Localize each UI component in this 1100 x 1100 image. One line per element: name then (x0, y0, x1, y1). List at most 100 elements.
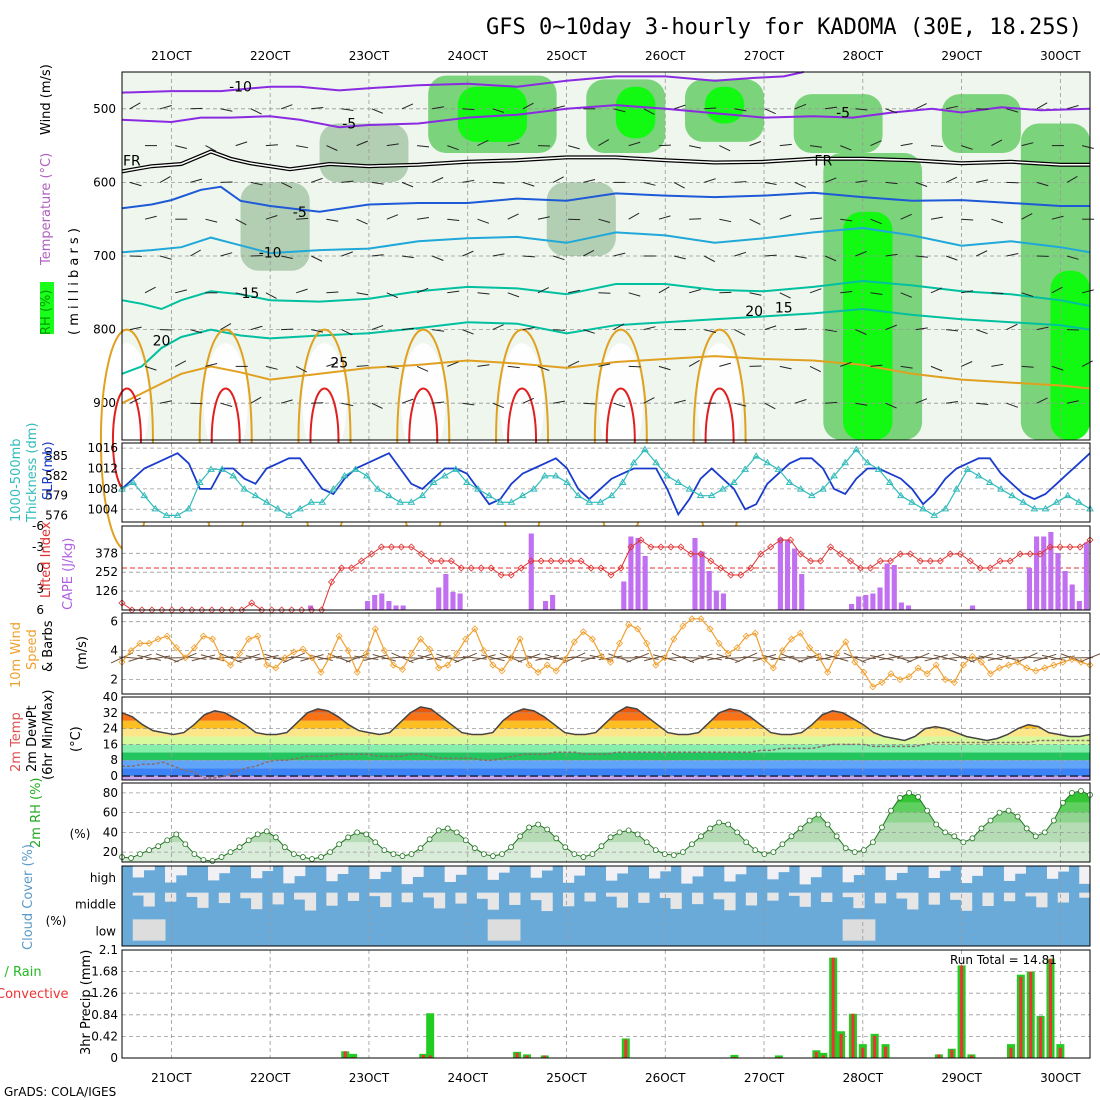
thickness-marker (440, 471, 449, 479)
wind-barb (1036, 326, 1049, 331)
cloud-high-gap (1014, 866, 1026, 874)
wind-barb (432, 106, 445, 110)
temp-band (122, 744, 1090, 753)
wind-barb (704, 107, 717, 110)
thickness-marker (930, 511, 939, 518)
cloud-high-gap (132, 866, 145, 878)
wind-barb (220, 108, 233, 112)
wind-barb (220, 323, 232, 331)
wind-barb (673, 104, 686, 110)
rh-marker (471, 845, 478, 852)
surface-wind-barb (707, 655, 731, 661)
rh-marker (942, 829, 949, 836)
wind-barb (552, 176, 564, 183)
wind-barb (250, 325, 263, 331)
wind-barb (235, 141, 248, 147)
wind-barb (492, 253, 505, 257)
thickness-marker (707, 491, 716, 499)
cloud-mid-gap (476, 892, 489, 899)
rh-shade (457, 86, 527, 142)
thickness-marker (396, 498, 405, 505)
wind-barb (492, 324, 504, 331)
precip-tick-label: 0.84 (91, 1008, 118, 1022)
precip-total-bar (774, 1055, 783, 1058)
wind-speed-marker (625, 621, 633, 629)
cloud-mid-gap (487, 892, 499, 910)
li-marker (976, 564, 984, 572)
wind-speed-marker (498, 667, 506, 675)
cloud-mid-gap (304, 892, 317, 911)
thickness-marker (162, 511, 171, 518)
cloud-high-gap (294, 866, 306, 877)
precip-conv-bar (884, 1046, 888, 1058)
slp-tick-label: 1008 (87, 482, 118, 496)
temp-frame (121, 696, 1091, 781)
cloud-mid-gap (165, 892, 177, 902)
li-marker (637, 536, 645, 544)
rh-marker (137, 851, 143, 857)
wind-barb (583, 179, 596, 183)
thickness-line (121, 448, 1091, 517)
wind-tick-label: 4 (110, 644, 118, 658)
precip-conv-bar (515, 1052, 519, 1058)
wind-speed-marker (444, 661, 452, 669)
thickness-marker (374, 485, 382, 492)
wind-barb (1081, 289, 1094, 294)
precip-conv-bar (351, 1056, 355, 1058)
li-marker (1076, 543, 1084, 551)
thickness-marker (819, 485, 827, 492)
wind-speed-marker (534, 668, 542, 676)
wind-barb (976, 250, 988, 257)
wind-barb (643, 108, 655, 115)
wind-barb (416, 287, 429, 294)
wind-speed-marker (389, 661, 397, 669)
thickness-marker (563, 478, 571, 485)
wind-barb (870, 364, 883, 367)
temp-tick-label: 8 (110, 753, 118, 767)
rh-marker (716, 819, 722, 826)
wind-barb (296, 217, 309, 220)
rh-marker (969, 835, 976, 842)
thickness-marker (1041, 504, 1050, 512)
cape-bar (905, 605, 912, 610)
rh-marker (616, 829, 623, 836)
cloud-high-gap (337, 866, 349, 874)
wind-barb (1051, 286, 1063, 294)
rh-marker (725, 821, 732, 828)
wind-barb (356, 365, 369, 367)
surface-wind-barb (1050, 655, 1075, 661)
li-marker (328, 578, 336, 586)
thickness-marker (340, 471, 349, 479)
rh-marker (290, 851, 297, 857)
wind-barb (1021, 365, 1034, 368)
wind-barb (477, 139, 489, 147)
li-marker (567, 557, 575, 565)
li-marker (557, 557, 565, 565)
wind-barb (855, 329, 867, 335)
li-marker (826, 543, 835, 551)
thickness-marker (863, 458, 872, 466)
contour-label: 20 (153, 334, 171, 350)
cloud-high-gap (444, 866, 456, 882)
cloud-high-gap (218, 866, 231, 874)
wind-barb (734, 251, 747, 257)
thickness-marker (730, 478, 738, 485)
wind-speed-marker (1059, 658, 1067, 666)
rh-marker (281, 844, 288, 851)
rh-shade (941, 94, 1021, 153)
rh-marker (272, 834, 279, 841)
rh-marker (327, 849, 333, 856)
thickness-marker (429, 478, 438, 485)
surface-wind-barb (237, 653, 261, 663)
surface-wind-barb (318, 655, 343, 661)
surface-wind-barb (472, 654, 496, 662)
cloud-mid-gap (874, 892, 887, 904)
cloud-high-gap (606, 866, 618, 881)
rh-marker (544, 826, 551, 833)
rh2m-label: 2m RH (%) (29, 777, 44, 848)
temperature-label: Temperature (°C) (39, 153, 54, 266)
thickness-marker (785, 478, 794, 485)
thickness-marker (507, 498, 516, 505)
precip-conv-bar (624, 1039, 628, 1058)
precip-conv-bar (1019, 976, 1023, 1058)
